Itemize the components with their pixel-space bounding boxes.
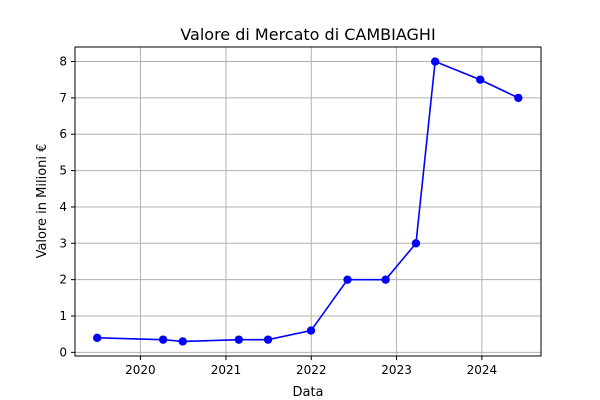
x-tick-label: 2021 [211,363,242,377]
y-tick-label: 2 [59,273,67,287]
y-tick-label: 8 [59,55,67,69]
y-tick-label: 6 [59,127,67,141]
chart-title: Valore di Mercato di CAMBIAGHI [180,25,435,44]
y-tick-label: 0 [59,345,67,359]
data-point [476,75,485,84]
y-tick-label: 7 [59,91,67,105]
data-point [343,275,352,284]
data-point [430,57,440,66]
data-point [93,333,102,343]
x-tick-label: 2020 [125,363,156,377]
data-point [514,93,523,103]
x-tick-label: 2022 [296,363,327,377]
y-tick-label: 5 [59,164,67,178]
x-tick-label: 2023 [381,363,412,377]
data-point [158,335,168,344]
plot-frame [74,46,542,357]
y-tick-label: 3 [59,236,67,250]
axis-ticks: 2020 2021 2022 2023 2024 0 1 2 3 4 5 6 7 8 [59,55,497,377]
x-axis-label: Data [292,385,323,400]
data-point [263,335,273,344]
series-layer [93,57,523,346]
data-point [234,335,244,344]
data-point [306,326,316,335]
data-point [381,275,390,284]
data-point [178,337,187,346]
data-point [411,239,421,248]
grid [75,47,541,356]
y-tick-label: 4 [59,200,67,214]
y-tick-label: 1 [59,309,67,323]
y-axis-label: Valore in Milioni € [35,144,50,259]
x-tick-label: 2024 [467,363,498,377]
